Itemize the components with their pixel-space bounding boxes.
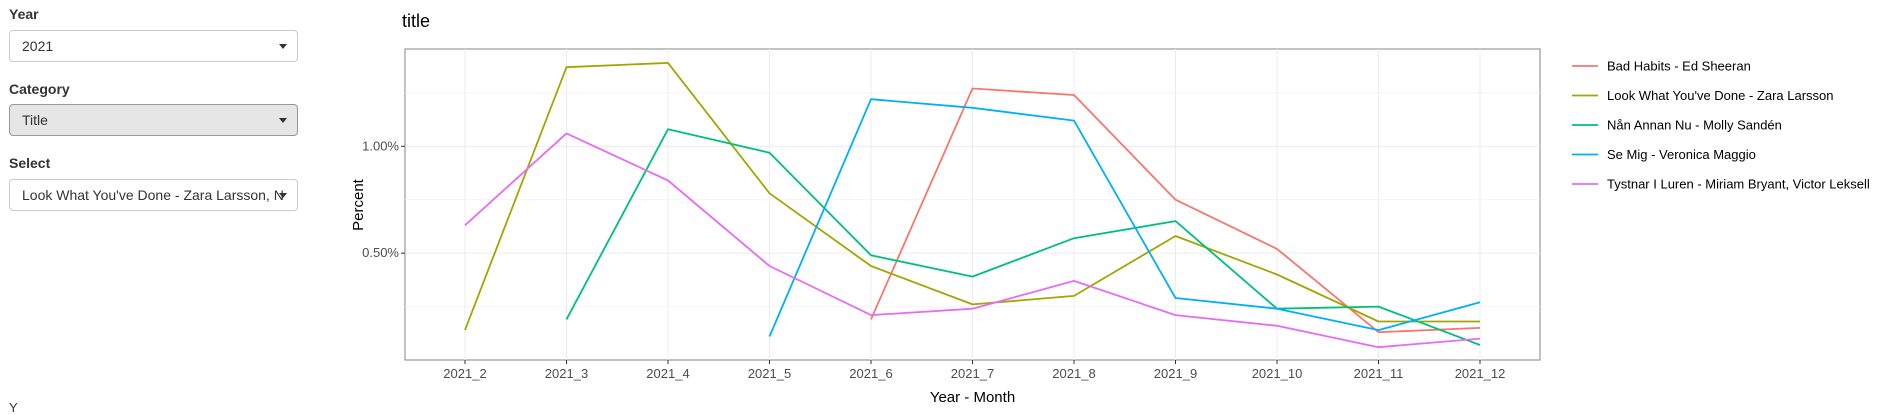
x-tick-label: 2021_11 bbox=[1354, 366, 1404, 381]
series-lines bbox=[464, 62, 1481, 349]
legend-label: Se Mig - Veronica Maggio bbox=[1607, 147, 1756, 162]
chevron-down-icon bbox=[279, 193, 287, 198]
y-tick-label: 1.00% bbox=[362, 138, 399, 153]
series-line bbox=[565, 128, 1481, 346]
series-line bbox=[870, 87, 1481, 334]
song-select-value: Look What You've Done - Zara Larsson, N bbox=[22, 187, 284, 203]
category-select-value: Title bbox=[22, 112, 48, 128]
song-select[interactable]: Look What You've Done - Zara Larsson, N bbox=[9, 179, 298, 211]
year-label: Year bbox=[9, 6, 39, 22]
y-tick-label: 0.50% bbox=[362, 245, 399, 260]
category-select[interactable]: Title bbox=[9, 104, 298, 136]
x-tick-label: 2021_5 bbox=[748, 366, 791, 381]
y-axis-label: Percent bbox=[350, 178, 367, 231]
x-tick-label: 2021_12 bbox=[1455, 366, 1506, 381]
y-axis: 0.50% 1.00% bbox=[362, 138, 405, 260]
x-tick-label: 2021_2 bbox=[443, 366, 486, 381]
x-tick-label: 2021_3 bbox=[545, 366, 588, 381]
x-tick-label: 2021_10 bbox=[1252, 366, 1303, 381]
category-label: Category bbox=[9, 81, 70, 97]
legend-label: Tystnar I Luren - Miriam Bryant, Victor … bbox=[1607, 177, 1870, 192]
x-tick-label: 2021_4 bbox=[646, 366, 689, 381]
gridlines bbox=[405, 49, 1540, 360]
series-line bbox=[464, 62, 1480, 331]
x-tick-label: 2021_6 bbox=[849, 366, 892, 381]
legend-label: Look What You've Done - Zara Larsson bbox=[1607, 88, 1834, 103]
stray-text: Y bbox=[9, 400, 18, 415]
year-select-value: 2021 bbox=[22, 38, 54, 54]
legend: Bad Habits - Ed Sheeran Look What You've … bbox=[1572, 59, 1870, 192]
chevron-down-icon bbox=[279, 118, 287, 123]
x-axis-label: Year - Month bbox=[930, 389, 1015, 406]
x-tick-label: 2021_7 bbox=[951, 366, 994, 381]
chevron-down-icon bbox=[279, 44, 287, 49]
x-tick-label: 2021_9 bbox=[1154, 366, 1197, 381]
series-line bbox=[464, 132, 1481, 349]
sidebar: Year 2021 Category Title Select Look Wha… bbox=[0, 0, 300, 415]
chart-title: title bbox=[402, 11, 430, 31]
legend-label: Nån Annan Nu - Molly Sandén bbox=[1607, 118, 1782, 133]
x-tick-label: 2021_8 bbox=[1052, 366, 1095, 381]
select-label: Select bbox=[9, 155, 51, 171]
x-axis: 2021_2 2021_3 2021_4 2021_5 2021_6 2021_7 2021… bbox=[443, 360, 1505, 381]
series-line bbox=[768, 98, 1481, 337]
year-select[interactable]: 2021 bbox=[9, 30, 298, 62]
legend-label: Bad Habits - Ed Sheeran bbox=[1607, 59, 1751, 74]
